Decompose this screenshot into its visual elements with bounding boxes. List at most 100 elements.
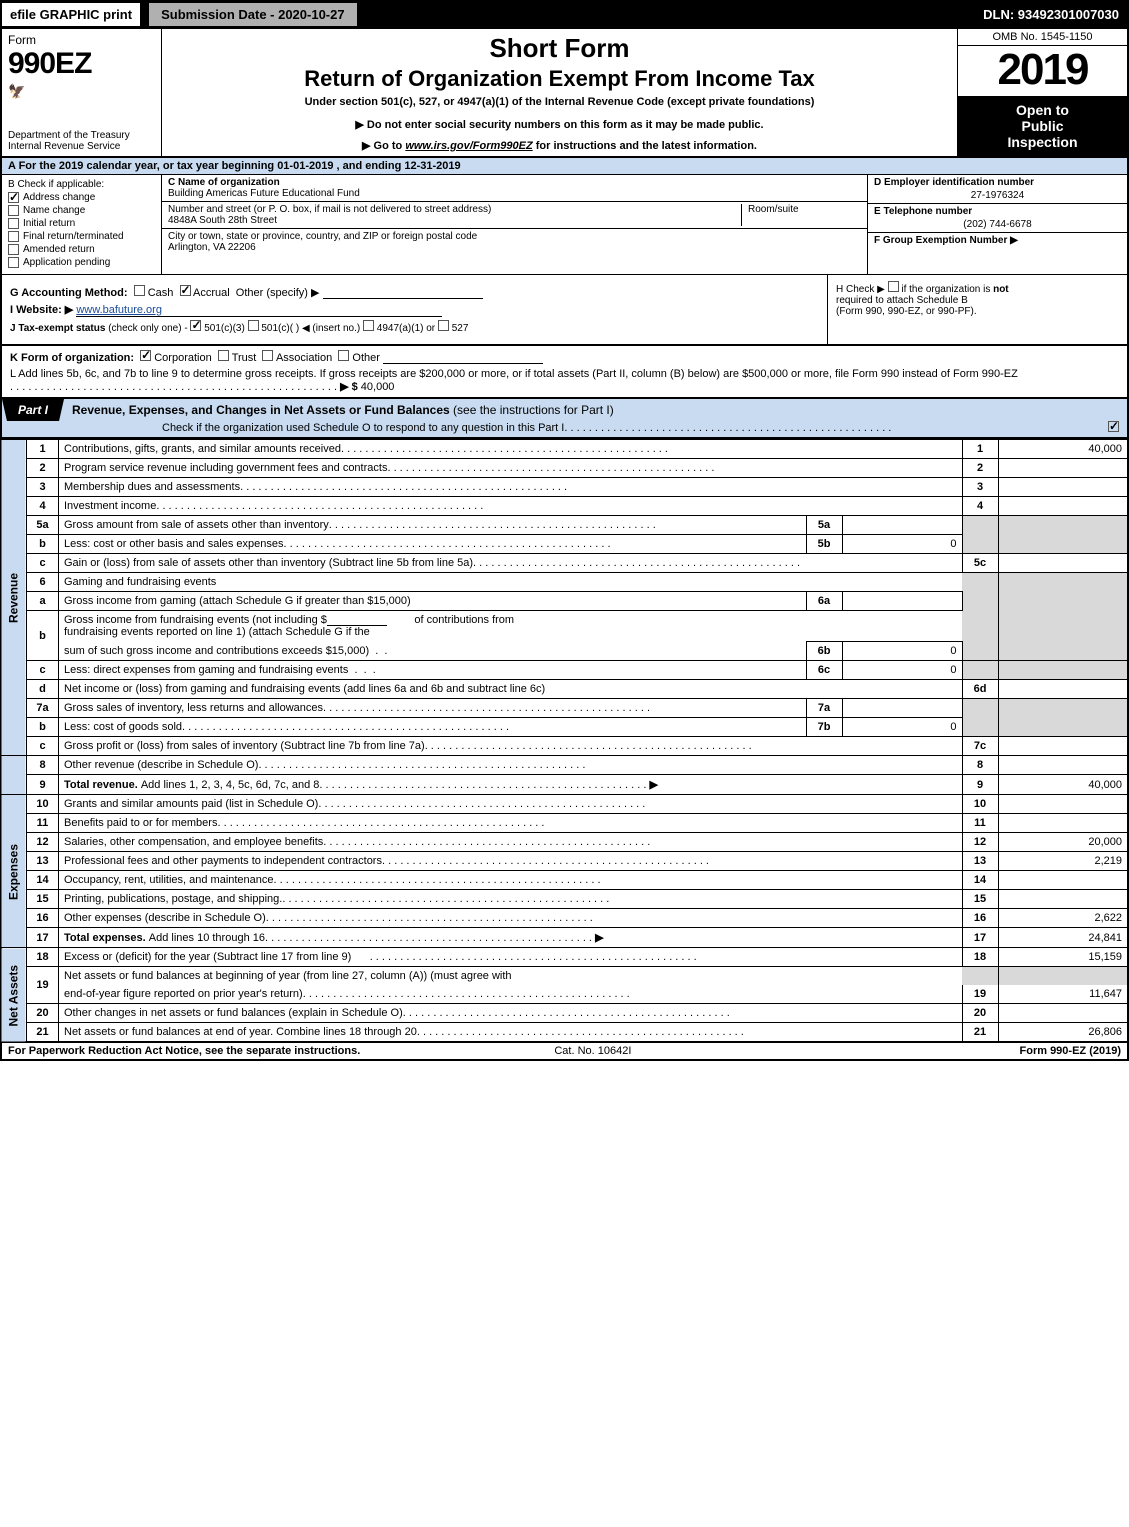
amended-return-checkbox[interactable] bbox=[8, 244, 19, 255]
part-1-sub: Check if the organization used Schedule … bbox=[2, 421, 1127, 437]
line-4-desc: Investment income bbox=[59, 497, 963, 516]
irs-form-link[interactable]: www.irs.gov/Form990EZ bbox=[405, 140, 532, 152]
line-1-amount: 40,000 bbox=[998, 440, 1128, 459]
line-21-num: 21 bbox=[27, 1023, 59, 1043]
final-return-checkbox[interactable] bbox=[8, 231, 19, 242]
other-org-checkbox[interactable] bbox=[338, 350, 349, 361]
line-17-num: 17 bbox=[27, 928, 59, 948]
line-5c-desc: Gain or (loss) from sale of assets other… bbox=[59, 554, 963, 573]
line-6a-sub: 6a bbox=[806, 592, 842, 611]
line-8-num: 8 bbox=[27, 756, 59, 775]
line-2-num: 2 bbox=[27, 459, 59, 478]
line-1-refnum: 1 bbox=[962, 440, 998, 459]
line-11-num: 11 bbox=[27, 814, 59, 833]
section-k: K Form of organization: Corporation Trus… bbox=[10, 350, 1119, 364]
initial-return-label: Initial return bbox=[23, 218, 75, 229]
page-footer: For Paperwork Reduction Act Notice, see … bbox=[0, 1043, 1129, 1061]
table-row: 4 Investment income 4 bbox=[1, 497, 1128, 516]
501c-checkbox[interactable] bbox=[248, 320, 259, 331]
i-website-label: I Website: ▶ bbox=[10, 304, 73, 316]
line-16-desc: Other expenses (describe in Schedule O) bbox=[59, 909, 963, 928]
line-17-amount: 24,841 bbox=[998, 928, 1128, 948]
dln-label: DLN: 93492301007030 bbox=[975, 3, 1127, 26]
other-org-input[interactable] bbox=[383, 352, 543, 364]
table-row: 15 Printing, publications, postage, and … bbox=[1, 890, 1128, 909]
corporation-checkbox[interactable] bbox=[140, 350, 151, 361]
open-line3: Inspection bbox=[1007, 134, 1077, 150]
line-5ab-shade-amt bbox=[998, 516, 1128, 554]
part-1-title-suffix: (see the instructions for Part I) bbox=[453, 403, 614, 417]
line-19-shade bbox=[962, 967, 998, 986]
trust-checkbox[interactable] bbox=[218, 350, 229, 361]
initial-return-checkbox[interactable] bbox=[8, 218, 19, 229]
line-12-refnum: 12 bbox=[962, 833, 998, 852]
association-checkbox[interactable] bbox=[262, 350, 273, 361]
line-16-refnum: 16 bbox=[962, 909, 998, 928]
line-8-amount bbox=[998, 756, 1128, 775]
website-link[interactable]: www.bafuture.org bbox=[76, 304, 442, 317]
street-label: Number and street (or P. O. box, if mail… bbox=[168, 204, 491, 215]
line-4-num: 4 bbox=[27, 497, 59, 516]
line-9-amount: 40,000 bbox=[998, 775, 1128, 795]
line-6d-num: d bbox=[27, 680, 59, 699]
line-6-desc: Gaming and fundraising events bbox=[59, 573, 963, 592]
l-arrow: ▶ $ bbox=[340, 381, 358, 393]
g-label: G Accounting Method: bbox=[10, 287, 128, 299]
line-17-desc: Total expenses. Add lines 10 through 16 … bbox=[59, 928, 963, 948]
efile-print-label[interactable]: efile GRAPHIC print bbox=[2, 3, 140, 26]
irs-label: Internal Revenue Service bbox=[8, 141, 120, 152]
line-15-num: 15 bbox=[27, 890, 59, 909]
cash-checkbox[interactable] bbox=[134, 285, 145, 296]
b-check-label: B Check if applicable: bbox=[8, 179, 155, 190]
line-20-desc: Other changes in net assets or fund bala… bbox=[59, 1004, 963, 1023]
submission-date-label: Submission Date - 2020-10-27 bbox=[148, 2, 358, 27]
l-text: L Add lines 5b, 6c, and 7b to line 9 to … bbox=[10, 368, 1018, 380]
h-text1: if the organization is bbox=[901, 284, 993, 295]
line-7a-sub: 7a bbox=[806, 699, 842, 718]
table-row: 16 Other expenses (describe in Schedule … bbox=[1, 909, 1128, 928]
accrual-checkbox[interactable] bbox=[180, 285, 191, 296]
app-pending-checkbox[interactable] bbox=[8, 257, 19, 268]
table-row: 12 Salaries, other compensation, and emp… bbox=[1, 833, 1128, 852]
h-text3: (Form 990, 990-EZ, or 990-PF). bbox=[836, 306, 977, 317]
revenue-side-label: Revenue bbox=[1, 440, 27, 756]
address-change-checkbox[interactable] bbox=[8, 192, 19, 203]
line-20-amount bbox=[998, 1004, 1128, 1023]
net-assets-side-label: Net Assets bbox=[1, 948, 27, 1043]
revenue-side-cont bbox=[1, 756, 27, 795]
line-5b-num: b bbox=[27, 535, 59, 554]
line-21-amount: 26,806 bbox=[998, 1023, 1128, 1043]
line-3-amount bbox=[998, 478, 1128, 497]
no-ssn-notice: ▶ Do not enter social security numbers o… bbox=[355, 118, 763, 131]
accrual-label: Accrual bbox=[193, 287, 230, 299]
line-13-desc: Professional fees and other payments to … bbox=[59, 852, 963, 871]
part-1-title: Revenue, Expenses, and Changes in Net As… bbox=[64, 399, 622, 421]
section-l: L Add lines 5b, 6c, and 7b to line 9 to … bbox=[10, 368, 1119, 393]
room-suite-label: Room/suite bbox=[741, 204, 861, 226]
schedule-b-not-required-checkbox[interactable] bbox=[888, 281, 899, 292]
table-row: 6 Gaming and fundraising events bbox=[1, 573, 1128, 592]
line-1-desc: Contributions, gifts, grants, and simila… bbox=[59, 440, 963, 459]
c-name-label: C Name of organization bbox=[168, 177, 280, 188]
section-b: B Check if applicable: Address change Na… bbox=[2, 175, 162, 274]
line-5a-mid bbox=[842, 516, 962, 535]
line-7ab-shade bbox=[962, 699, 998, 737]
k-l-block: K Form of organization: Corporation Trus… bbox=[0, 346, 1129, 399]
527-checkbox[interactable] bbox=[438, 320, 449, 331]
schedule-o-checkbox[interactable] bbox=[1108, 421, 1119, 432]
501c3-checkbox[interactable] bbox=[190, 320, 201, 331]
f-group-exemption-label: F Group Exemption Number ▶ bbox=[874, 235, 1018, 246]
org-info-block: B Check if applicable: Address change Na… bbox=[0, 175, 1129, 275]
line-2-desc: Program service revenue including govern… bbox=[59, 459, 963, 478]
line-6c-shade bbox=[962, 661, 998, 680]
other-method-input[interactable] bbox=[323, 287, 483, 299]
4947a1-checkbox[interactable] bbox=[363, 320, 374, 331]
line-9-refnum: 9 bbox=[962, 775, 998, 795]
line-6a-num: a bbox=[27, 592, 59, 611]
line-14-refnum: 14 bbox=[962, 871, 998, 890]
name-change-checkbox[interactable] bbox=[8, 205, 19, 216]
table-row: c Less: direct expenses from gaming and … bbox=[1, 661, 1128, 680]
line-7ab-shade-amt bbox=[998, 699, 1128, 737]
line-8-desc: Other revenue (describe in Schedule O) bbox=[59, 756, 963, 775]
line-20-refnum: 20 bbox=[962, 1004, 998, 1023]
